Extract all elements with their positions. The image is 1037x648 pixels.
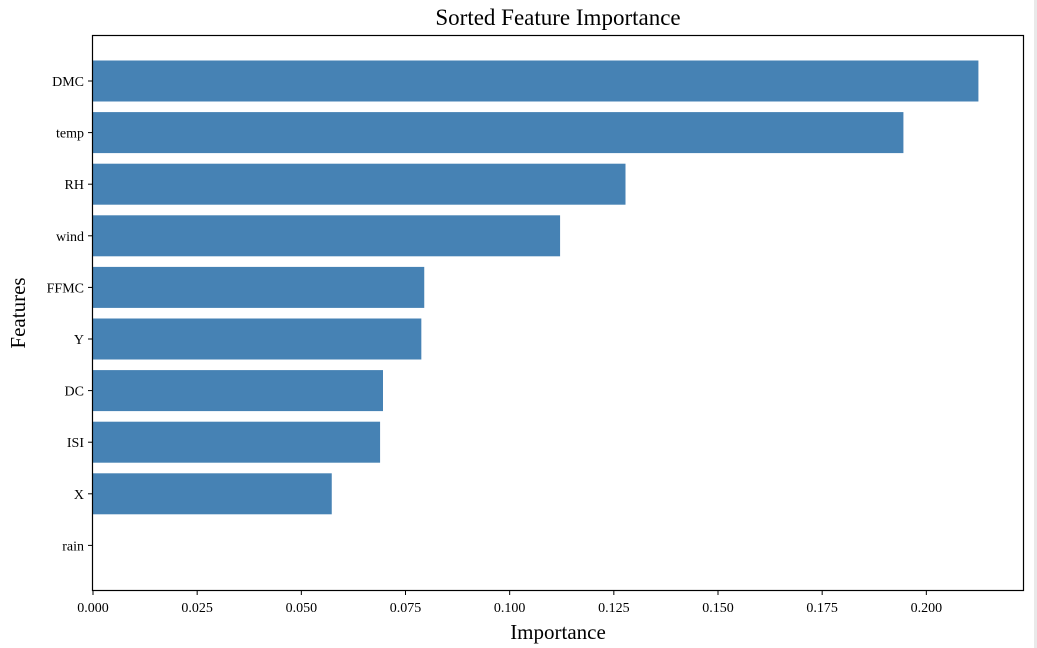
x-tick-label: 0.025 <box>181 601 213 616</box>
y-tick-label-temp: temp <box>56 127 84 142</box>
bar-ffmc <box>93 266 425 308</box>
bar-rh <box>93 163 626 205</box>
x-ticks-group: 0.000 0.025 0.050 0.075 0.100 0.125 0.150 0.175… <box>77 590 942 616</box>
x-tick-label: 0.000 <box>77 601 109 616</box>
chart-title: Sorted Feature Importance <box>435 5 680 30</box>
x-tick-label: 0.200 <box>911 601 943 616</box>
bar-isi <box>93 421 381 463</box>
y-axis-label: Features <box>6 277 30 348</box>
bar-dmc <box>93 60 979 102</box>
x-tick-label: 0.175 <box>806 601 838 616</box>
y-tick-label-ffmc: FFMC <box>47 281 84 296</box>
y-tick-label-rh: RH <box>65 178 84 193</box>
y-tick-label-isi: ISI <box>67 436 84 451</box>
bar-temp <box>93 112 904 154</box>
y-tick-label-rain: rain <box>62 539 84 554</box>
x-tick-label: 0.075 <box>390 601 422 616</box>
y-tick-label-y: Y <box>74 333 84 348</box>
y-tick-label-dc: DC <box>65 385 84 400</box>
window-edge <box>1034 0 1037 648</box>
bar-wind <box>93 215 561 257</box>
x-tick-label: 0.125 <box>598 601 630 616</box>
bar-y <box>93 318 422 360</box>
y-tick-label-wind: wind <box>56 230 84 245</box>
bars-group <box>93 60 979 515</box>
bar-dc <box>93 370 383 412</box>
plot-frame <box>91 34 1025 592</box>
y-tick-label-dmc: DMC <box>52 75 84 90</box>
x-tick-label: 0.150 <box>702 601 734 616</box>
x-tick-label: 0.100 <box>494 601 526 616</box>
bar-x <box>93 473 332 515</box>
x-axis-label: Importance <box>510 620 606 644</box>
y-tick-label-x: X <box>74 488 84 503</box>
x-tick-label: 0.050 <box>286 601 318 616</box>
